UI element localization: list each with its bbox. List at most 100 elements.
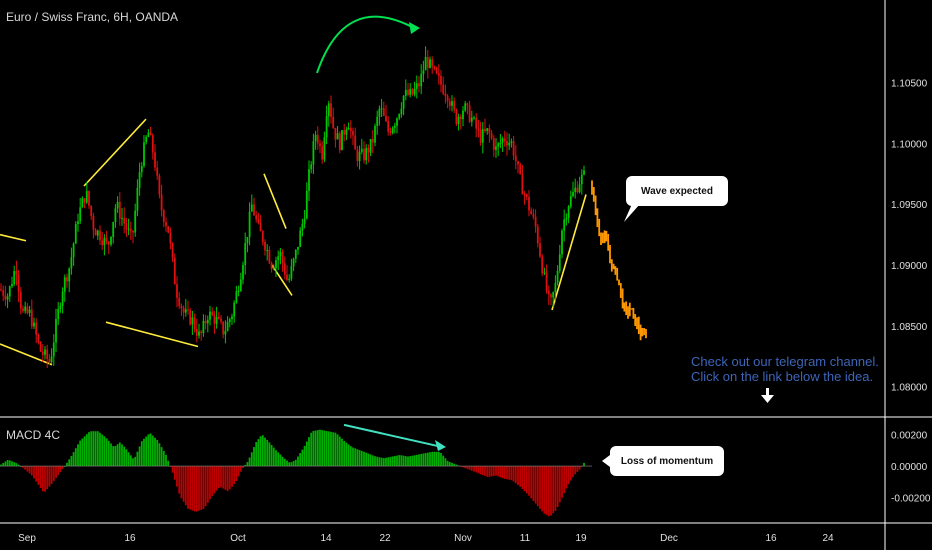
macd-bar bbox=[233, 466, 236, 485]
candle-body bbox=[8, 286, 11, 297]
candle-body bbox=[477, 128, 480, 130]
macd-bar bbox=[316, 430, 319, 467]
candle-body bbox=[66, 277, 68, 282]
macd-bar bbox=[187, 466, 189, 509]
forecast-bar bbox=[639, 324, 642, 341]
macd-bar bbox=[506, 466, 508, 480]
candle-body bbox=[90, 205, 93, 216]
forecast-bar bbox=[643, 328, 646, 336]
candle-body bbox=[94, 229, 97, 236]
macd-bar bbox=[468, 466, 471, 470]
macd-bar bbox=[17, 464, 20, 467]
macd-bar bbox=[147, 434, 150, 467]
macd-bar bbox=[389, 456, 392, 467]
candle-body bbox=[165, 221, 167, 227]
macd-bar bbox=[466, 466, 469, 469]
macd-bar bbox=[422, 453, 425, 467]
macd-bar bbox=[13, 462, 16, 467]
forecast-bar bbox=[618, 279, 620, 286]
time-tick-label: Sep bbox=[18, 533, 36, 544]
macd-bar bbox=[380, 457, 383, 467]
candle-body bbox=[158, 175, 161, 195]
macd-bar bbox=[374, 456, 376, 467]
trendline bbox=[551, 194, 587, 311]
macd-bar bbox=[402, 455, 405, 467]
candle-body bbox=[206, 319, 209, 324]
candle-body bbox=[39, 342, 42, 352]
candle-body bbox=[33, 322, 35, 327]
candle-body bbox=[123, 217, 126, 224]
macd-bar bbox=[272, 447, 275, 467]
macd-bar bbox=[90, 431, 93, 467]
candle-body bbox=[393, 125, 396, 129]
macd-bar bbox=[367, 453, 370, 467]
forecast-bar bbox=[645, 329, 647, 339]
macd-bar bbox=[385, 457, 387, 467]
macd-bar bbox=[132, 458, 134, 467]
macd-bar bbox=[435, 451, 438, 467]
candle-body bbox=[204, 320, 207, 324]
candle-body bbox=[495, 146, 497, 150]
candle-body bbox=[134, 210, 137, 233]
down-arrow-icon bbox=[761, 388, 774, 403]
candle-body bbox=[444, 93, 447, 97]
candle-body bbox=[28, 309, 31, 313]
time-tick-label: Dec bbox=[660, 533, 678, 544]
macd-bar bbox=[19, 466, 22, 467]
macd-bar bbox=[352, 447, 354, 467]
macd-bar bbox=[327, 431, 330, 467]
macd-bar bbox=[2, 463, 5, 467]
candle-body bbox=[358, 151, 361, 162]
candle-body bbox=[149, 132, 152, 136]
candle-body bbox=[88, 190, 90, 206]
candle-body bbox=[191, 317, 194, 325]
candle-body bbox=[365, 147, 368, 161]
candle-body bbox=[492, 138, 495, 150]
price-tick-label: 1.08500 bbox=[891, 322, 928, 333]
macd-bar bbox=[85, 434, 88, 467]
candle-body bbox=[13, 270, 16, 285]
time-tick-label: 14 bbox=[320, 533, 332, 544]
candle-body bbox=[15, 270, 18, 275]
macd-bar bbox=[481, 466, 484, 476]
candle-body bbox=[396, 118, 398, 126]
macd-bar bbox=[371, 455, 374, 467]
macd-bar bbox=[138, 446, 141, 467]
candle-body bbox=[503, 138, 506, 142]
macd-bar bbox=[103, 436, 106, 467]
candle-body bbox=[255, 215, 258, 220]
candle-body bbox=[380, 108, 383, 110]
macd-bar bbox=[235, 466, 238, 482]
candle-body bbox=[68, 268, 71, 282]
price-tick-label: 1.08000 bbox=[891, 383, 928, 394]
candle-body bbox=[367, 147, 370, 153]
candle-body bbox=[371, 139, 374, 143]
macd-bar bbox=[37, 466, 40, 485]
macd-bar bbox=[455, 464, 458, 467]
macd-bar bbox=[211, 466, 214, 496]
macd-bar bbox=[145, 436, 148, 467]
candle-body bbox=[294, 249, 297, 259]
candle-body bbox=[211, 311, 214, 316]
macd-bar bbox=[275, 450, 277, 467]
macd-bar bbox=[523, 466, 526, 492]
candle-body bbox=[543, 272, 546, 274]
candle-body bbox=[299, 230, 302, 247]
macd-bar bbox=[112, 446, 115, 467]
candle-body bbox=[253, 204, 255, 216]
macd-bar bbox=[96, 431, 99, 467]
macd-bar bbox=[325, 430, 328, 467]
candle-body bbox=[521, 173, 524, 195]
macd-bar bbox=[321, 430, 324, 467]
macd-bar bbox=[39, 466, 42, 489]
candle-body bbox=[402, 95, 405, 109]
candle-body bbox=[129, 228, 132, 231]
macd-bar bbox=[341, 438, 343, 467]
macd-bar bbox=[488, 466, 491, 477]
candle-body bbox=[107, 241, 110, 245]
macd-bar bbox=[446, 460, 449, 467]
price-tick-label: 1.10000 bbox=[891, 139, 928, 150]
candle-body bbox=[222, 321, 225, 335]
macd-bar bbox=[499, 466, 502, 478]
